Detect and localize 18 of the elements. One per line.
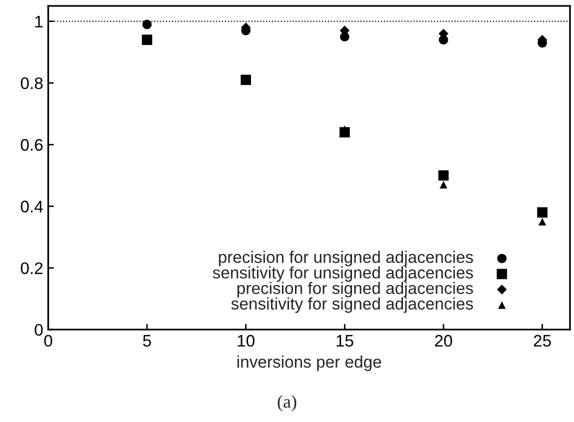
legend-label: sensitivity for unsigned adjacencies — [212, 266, 473, 282]
y-tick-label: 1 — [35, 16, 43, 28]
x-tick-label: 20 — [435, 334, 452, 347]
y-tick-label: 0.8 — [20, 77, 43, 90]
x-tick-label: 10 — [238, 334, 254, 347]
legend-label: sensitivity for signed adjacencies — [231, 297, 473, 313]
legend-label: precision for signed adjacencies — [237, 282, 473, 298]
x-tick-label: 0 — [44, 334, 52, 347]
y-tick-label: 0.2 — [20, 262, 43, 274]
y-tick-label: 0.6 — [20, 139, 43, 151]
x-tick-label: 15 — [336, 335, 354, 347]
x-tick-label: 25 — [534, 334, 551, 347]
x-tick-label: 5 — [143, 335, 151, 347]
x-axis-title: inversions per edge — [237, 356, 382, 372]
legend-label: precision for unsigned adjacencies — [218, 250, 473, 266]
text: (a) — [278, 395, 296, 412]
y-tick-label: 0.4 — [20, 200, 43, 212]
y-tick-label: 0 — [34, 324, 43, 336]
